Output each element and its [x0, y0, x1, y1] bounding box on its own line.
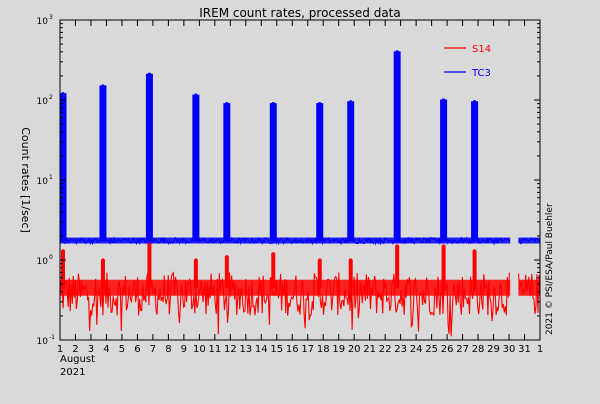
x-tick-label: 27: [456, 344, 469, 355]
x-tick-label: 31: [518, 344, 531, 355]
chart-title: IREM count rates, processed data: [199, 6, 401, 20]
x-tick-label: 22: [379, 344, 392, 355]
peak-point: [472, 249, 477, 253]
series-tc3: [59, 50, 541, 246]
series-s14: [59, 234, 541, 337]
series-peak: [271, 253, 276, 289]
x-tick-label: 25: [425, 344, 438, 355]
y-tick-label: 10: [37, 257, 49, 267]
x-tick-label: 9: [181, 344, 187, 355]
x-tick-label: 3: [88, 344, 94, 355]
peak-point: [61, 249, 65, 253]
x-year-label: 2021: [60, 367, 85, 378]
series-peak: [224, 256, 229, 289]
x-tick-label: 14: [255, 344, 268, 355]
x-tick-label: 8: [165, 344, 171, 355]
x-tick-label: 21: [363, 344, 376, 355]
series-peak: [440, 99, 448, 242]
peak-point: [225, 102, 229, 106]
y-tick-exponent: 3: [49, 14, 53, 21]
peak-point: [101, 258, 105, 262]
x-tick-label: 24: [410, 344, 423, 355]
x-tick-label: 19: [332, 344, 345, 355]
peak-point: [442, 98, 446, 102]
peak-point: [472, 100, 477, 104]
x-tick-label: 11: [208, 344, 221, 355]
x-tick-label: 16: [286, 344, 299, 355]
x-tick-label: 4: [103, 344, 109, 355]
y-tick-label: 10: [37, 337, 49, 347]
x-tick-label: 20: [348, 344, 361, 355]
series-peak: [61, 250, 65, 289]
x-tick-label: 1: [537, 344, 543, 355]
peak-point: [271, 252, 275, 256]
x-month-label: August: [60, 354, 95, 365]
series-peak: [100, 259, 105, 289]
series-peak: [395, 245, 400, 289]
y-tick-label: 10: [37, 97, 49, 107]
credit-label: 2021 © PSI/ESA/Paul Buehler: [545, 203, 555, 335]
x-tick-label: 15: [270, 344, 283, 355]
x-tick-label: 29: [487, 344, 500, 355]
peak-point: [442, 244, 446, 248]
legend-label: TC3: [471, 68, 491, 79]
y-tick-label: 10: [37, 177, 49, 187]
series-peak: [317, 259, 322, 289]
x-tick-label: 23: [394, 344, 407, 355]
peak-point: [194, 258, 198, 262]
x-tick-label: 17: [301, 344, 314, 355]
y-tick-exponent: 2: [49, 94, 53, 101]
series-peak: [223, 103, 231, 242]
series-peak: [393, 51, 401, 242]
peak-point: [318, 258, 322, 262]
series-peak: [347, 101, 355, 242]
series-peak: [472, 250, 477, 289]
series-peak: [316, 103, 324, 242]
series-peak: [193, 259, 198, 289]
series-peak: [348, 259, 353, 289]
x-tick-label: 30: [503, 344, 516, 355]
y-tick-exponent: 0: [49, 254, 53, 261]
y-axis-label: Count rates [1/sec]: [19, 127, 32, 233]
peak-point: [318, 102, 322, 106]
plot-layer: [59, 50, 541, 337]
peak-point: [61, 92, 65, 96]
x-tick-label: 13: [239, 344, 252, 355]
peak-point: [147, 72, 152, 76]
peak-point: [101, 84, 105, 88]
peak-point: [349, 100, 353, 104]
series-peak: [147, 235, 152, 289]
series-peak: [99, 85, 107, 242]
series-peak: [192, 94, 200, 242]
peak-point: [395, 50, 399, 54]
x-tick-label: 28: [472, 344, 485, 355]
x-tick-label: 18: [317, 344, 330, 355]
series-peak: [59, 93, 67, 242]
legend: S14 TC3: [444, 44, 491, 79]
peak-point: [194, 93, 198, 97]
peak-point: [271, 102, 275, 106]
x-tick-label: 5: [119, 344, 125, 355]
x-tick-label: 7: [150, 344, 156, 355]
series-peak: [441, 245, 446, 289]
x-tick-label: 2: [72, 344, 78, 355]
y-tick-label: 10: [37, 17, 49, 27]
x-tick-label: 6: [134, 344, 140, 355]
axis-layer: 10 -110 010 110 210 31 2 3 4 5 6 7 8 9 10 11 12 13 14 15 16 1…: [37, 14, 544, 355]
peak-point: [395, 244, 399, 248]
x-tick-label: 12: [224, 344, 237, 355]
y-tick-exponent: 1: [49, 174, 53, 181]
peak-point: [225, 255, 229, 259]
series-peak: [471, 101, 479, 242]
x-tick-label: 26: [441, 344, 454, 355]
series-peak: [145, 73, 153, 242]
series-peak: [269, 103, 277, 242]
peak-point: [349, 258, 353, 262]
y-tick-exponent: -1: [49, 334, 55, 341]
x-tick-label: 1: [57, 344, 63, 355]
x-tick-label: 10: [193, 344, 206, 355]
legend-label: S14: [472, 44, 491, 55]
